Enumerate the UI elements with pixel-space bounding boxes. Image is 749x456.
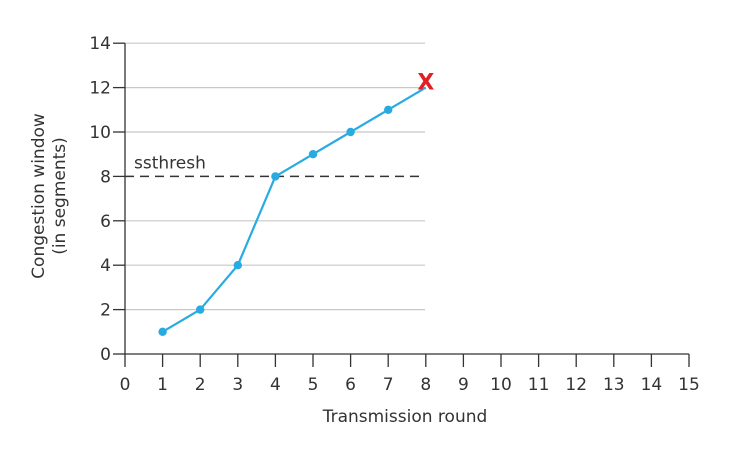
x-tick-label: 9 xyxy=(458,375,469,395)
x-tick-label: 10 xyxy=(490,375,512,395)
data-point xyxy=(158,327,167,336)
data-point xyxy=(346,127,355,137)
y-axis-title-line: (in segments) xyxy=(50,137,70,255)
x-tick-label: 14 xyxy=(641,375,663,395)
data-point xyxy=(271,172,280,181)
y-tick-label: 10 xyxy=(89,123,111,143)
data-point xyxy=(196,305,205,314)
x-tick-label: 6 xyxy=(345,375,356,395)
series-line xyxy=(162,86,427,333)
x-tick-label: 12 xyxy=(565,375,587,395)
x-tick-label: 8 xyxy=(420,375,431,395)
y-tick-label: 8 xyxy=(100,167,111,187)
data-point xyxy=(233,261,242,270)
gridlines xyxy=(125,42,425,311)
x-tick-label: 2 xyxy=(195,375,206,395)
x-tick-label: 7 xyxy=(383,375,394,395)
y-tick-label: 6 xyxy=(100,212,111,232)
ssthresh-label: ssthresh xyxy=(134,153,206,173)
data-point xyxy=(308,150,318,159)
x-tick-label: 15 xyxy=(678,375,700,395)
x-tick-label: 1 xyxy=(157,375,168,395)
data-point xyxy=(384,105,393,115)
y-tick-label: 12 xyxy=(89,79,111,99)
y-tick-label: 0 xyxy=(100,345,111,365)
x-tick-label: 0 xyxy=(120,375,131,395)
labels-group: Transmission round Congestion window(in s… xyxy=(29,71,487,427)
x-axis-title: Transmission round xyxy=(322,407,488,427)
y-axis-title: Congestion window(in segments) xyxy=(29,113,70,279)
x-tick-label: 3 xyxy=(232,375,243,395)
x-tick-label: 4 xyxy=(270,375,281,395)
loss-event-marker: X xyxy=(417,71,434,96)
y-tick-label: 14 xyxy=(89,34,111,54)
x-tick-label: 11 xyxy=(528,375,550,395)
x-tick-label: 13 xyxy=(603,375,625,395)
y-axis-title-line: Congestion window xyxy=(29,113,49,279)
x-tick-label: 5 xyxy=(308,375,319,395)
y-tick-label: 2 xyxy=(100,301,111,321)
series-group xyxy=(158,86,427,336)
y-tick-label: 4 xyxy=(100,256,111,276)
